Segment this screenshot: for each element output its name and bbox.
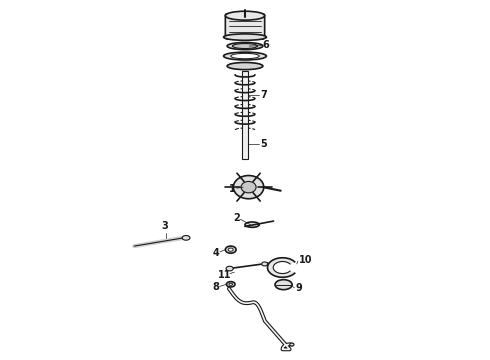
- Ellipse shape: [227, 42, 263, 50]
- Ellipse shape: [182, 235, 190, 240]
- Ellipse shape: [225, 246, 236, 253]
- Ellipse shape: [228, 248, 233, 251]
- Ellipse shape: [226, 266, 233, 271]
- Bar: [243, 71, 247, 158]
- Ellipse shape: [223, 52, 267, 60]
- Ellipse shape: [232, 44, 258, 49]
- Ellipse shape: [233, 176, 264, 199]
- Ellipse shape: [227, 63, 263, 69]
- Text: 5: 5: [260, 139, 267, 149]
- Ellipse shape: [223, 34, 267, 40]
- Text: 4: 4: [213, 248, 220, 257]
- Ellipse shape: [275, 280, 292, 290]
- FancyBboxPatch shape: [225, 14, 265, 39]
- Ellipse shape: [245, 222, 259, 227]
- Ellipse shape: [231, 53, 259, 59]
- Ellipse shape: [241, 181, 256, 193]
- Ellipse shape: [226, 282, 235, 287]
- Text: 2: 2: [233, 213, 240, 223]
- Text: 11: 11: [218, 270, 231, 280]
- Text: 8: 8: [212, 282, 219, 292]
- Text: 10: 10: [298, 255, 312, 265]
- Ellipse shape: [262, 262, 268, 266]
- Ellipse shape: [229, 283, 232, 285]
- Polygon shape: [268, 258, 294, 277]
- Text: 6: 6: [262, 40, 269, 50]
- Text: 3: 3: [161, 221, 168, 231]
- Text: 9: 9: [295, 283, 302, 293]
- Ellipse shape: [225, 11, 265, 20]
- Ellipse shape: [290, 343, 294, 346]
- Text: 1: 1: [229, 184, 236, 194]
- Text: 7: 7: [260, 90, 267, 100]
